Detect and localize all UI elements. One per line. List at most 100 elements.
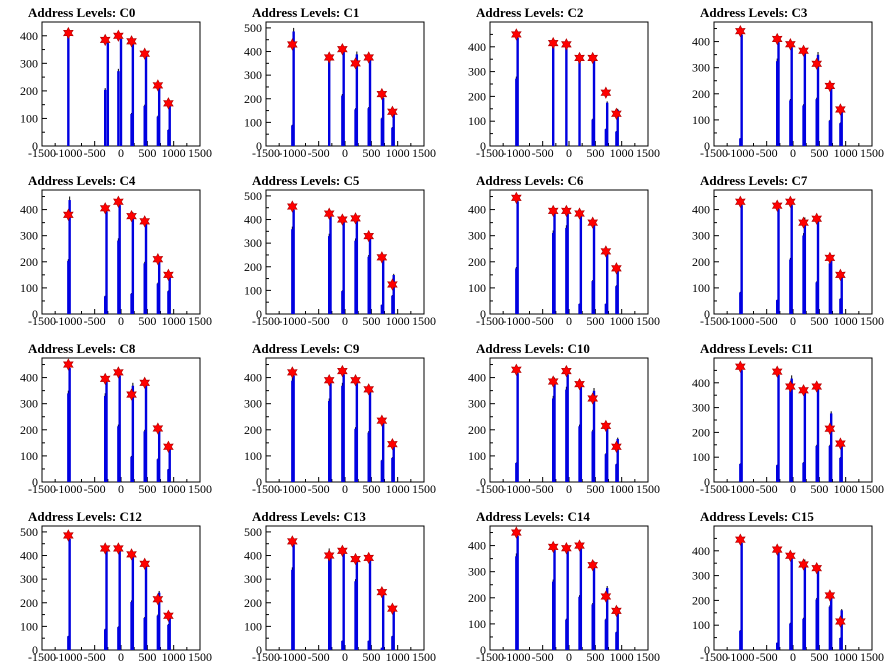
- plot-frame: [713, 525, 873, 651]
- peak-marker: [152, 422, 164, 435]
- x-tick-label: 0: [566, 650, 572, 664]
- y-tick-label: 100: [244, 283, 262, 297]
- histogram-bar: [342, 553, 345, 650]
- histogram-bar: [815, 445, 818, 482]
- peak-marker: [113, 366, 124, 379]
- x-tick-label: -1500: [28, 650, 56, 664]
- peak-marker: [113, 542, 124, 555]
- plot-frame: [41, 189, 201, 315]
- peak-marker: [587, 51, 599, 65]
- y-tick-label: 300: [20, 229, 38, 243]
- x-tick-label: -1000: [726, 650, 754, 664]
- y-tick-label: 200: [468, 89, 486, 103]
- histogram-bar: [605, 587, 609, 650]
- peak-marker: [163, 440, 174, 453]
- histogram-bar: [740, 370, 743, 482]
- chart-panel-c8: Address Levels: C8 0 100 200 300 400 -1500 -100…: [0, 336, 224, 504]
- peak-marker: [126, 209, 137, 223]
- x-tick-label: 0: [342, 650, 348, 664]
- x-tick-label: 1000: [610, 650, 634, 664]
- histogram-bar: [839, 123, 842, 146]
- peak-marker: [152, 253, 164, 266]
- y-tick-label: 300: [692, 229, 710, 243]
- histogram-bar: [381, 593, 385, 650]
- histogram-bar: [104, 89, 107, 146]
- x-tick-label: -500: [532, 482, 554, 496]
- x-tick-label: -500: [756, 314, 778, 328]
- y-tick-label: 0: [480, 643, 486, 657]
- histogram-bar: [739, 138, 742, 146]
- peak-marker: [350, 212, 361, 225]
- histogram-bar: [816, 568, 820, 650]
- histogram-bar: [828, 606, 832, 650]
- histogram-bar: [789, 100, 792, 146]
- x-tick-label: 0: [342, 314, 348, 328]
- peak-marker: [771, 32, 783, 46]
- x-tick-label: -500: [532, 146, 554, 160]
- peak-marker: [824, 251, 836, 265]
- peak-marker: [771, 543, 783, 556]
- histogram-bar: [829, 597, 833, 650]
- histogram-bar: [578, 426, 581, 482]
- y-tick-label: 300: [244, 236, 262, 250]
- x-tick-label: -500: [756, 482, 778, 496]
- peak-marker: [785, 380, 796, 393]
- peak-marker: [735, 360, 746, 373]
- histogram-bar: [131, 215, 135, 314]
- y-tick-label: 400: [468, 203, 486, 217]
- histogram-bar: [740, 205, 743, 314]
- histogram-svg: 0 100 200 300 400 -1500-1000 -500 0 500 1000 1500: [20, 21, 212, 160]
- histogram-svg: 0 100 200 300 400 500 -1500-1000 -500 0 500 1000 15…: [244, 21, 436, 160]
- histogram-bar: [144, 224, 148, 314]
- histogram-bar: [392, 445, 395, 482]
- y-tick-label: 200: [20, 84, 38, 98]
- histogram-bar: [143, 263, 146, 314]
- chart-panel-c7: Address Levels: C7 0 100 200 300 400 -1500 -100…: [672, 168, 896, 336]
- histogram-bar: [565, 227, 568, 314]
- histogram-bar: [355, 561, 359, 650]
- y-tick-label: 100: [244, 115, 262, 129]
- peak-marker: [511, 28, 522, 41]
- histogram-bar: [105, 551, 108, 650]
- histogram-bar: [516, 37, 519, 146]
- histogram-bar: [816, 389, 820, 482]
- histogram-bar: [516, 536, 519, 650]
- histogram-bar: [591, 604, 594, 650]
- y-tick-label: 200: [468, 423, 486, 437]
- peak-marker: [139, 557, 151, 570]
- histogram-bar: [515, 78, 518, 146]
- chart-panel-c12: Address Levels: C12 0 100 200 300 400 500 -1500…: [0, 504, 224, 672]
- plot-frame: [265, 21, 425, 147]
- y-tick-label: 200: [244, 423, 262, 437]
- chart-panel-c14: Address Levels: C14 0 100 200 300 400 -1500 -10…: [448, 504, 672, 672]
- x-tick-label: 1500: [860, 482, 884, 496]
- y-tick-label: 0: [480, 475, 486, 489]
- y-tick-label: 100: [20, 619, 38, 633]
- histogram-bar: [105, 381, 108, 482]
- y-tick-label: 0: [704, 475, 710, 489]
- histogram-bar: [615, 286, 618, 314]
- histogram-bar: [616, 269, 619, 314]
- histogram-bar: [516, 201, 519, 314]
- x-tick-label: 1000: [162, 314, 186, 328]
- peak-marker: [798, 44, 809, 57]
- histogram-bar: [553, 380, 556, 482]
- y-tick-label: 300: [244, 68, 262, 82]
- x-tick-label: -500: [532, 650, 554, 664]
- histogram-bar: [515, 556, 518, 650]
- histogram-svg: 0 100 200 300 400 -1500-1000 -500 0 500 1000 1500: [20, 357, 212, 496]
- histogram-bar: [553, 212, 556, 314]
- histogram-bar: [341, 95, 344, 146]
- x-tick-label: 0: [118, 146, 124, 160]
- histogram-bar: [328, 236, 331, 314]
- x-tick-label: -1000: [278, 314, 306, 328]
- histogram-bar: [130, 113, 133, 146]
- x-tick-label: 1500: [860, 314, 884, 328]
- chart-title: Address Levels: C15: [700, 509, 814, 524]
- peak-marker: [350, 57, 361, 70]
- histogram-bar: [802, 235, 805, 314]
- peak-marker: [811, 57, 823, 70]
- y-tick-label: 100: [692, 618, 710, 632]
- y-tick-label: 500: [244, 189, 262, 203]
- histogram-bar: [816, 221, 820, 314]
